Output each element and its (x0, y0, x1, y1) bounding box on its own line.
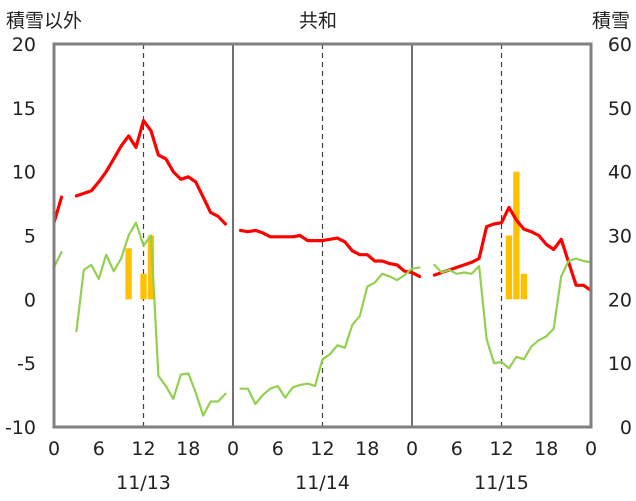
plot-border (52, 42, 593, 429)
temperature-line (52, 119, 593, 292)
x-tick-label-10: 6 (451, 438, 463, 460)
x-tick-label-12: 18 (534, 438, 558, 460)
date-label-3: 11/15 (474, 472, 529, 494)
date-label-1: 11/13 (116, 472, 171, 494)
precipitation-bar-3 (147, 235, 155, 300)
grid-lines (142, 44, 503, 427)
y-right-tick-label-6: 10 (608, 353, 632, 375)
x-tick-label-8: 18 (355, 438, 379, 460)
y-left-tick-label-6: -5 (17, 353, 36, 375)
y-right-axis-title: 積雪 (592, 10, 630, 32)
precipitation-bar-5 (513, 171, 520, 300)
date-label-2: 11/14 (295, 472, 350, 494)
plot-frame (52, 42, 593, 429)
y-right-tick-label-2: 50 (608, 98, 632, 120)
precipitation-bar-6 (520, 273, 528, 300)
y-right-tick-label-4: 30 (608, 226, 632, 248)
x-tick-label-5: 0 (227, 438, 239, 460)
precipitation-bars (125, 171, 528, 300)
x-tick-label-11: 12 (489, 438, 513, 460)
x-tick-label-7: 12 (310, 438, 334, 460)
chart-title: 共和 (299, 10, 337, 32)
y-left-tick-label-7: -10 (5, 417, 36, 439)
precipitation-bar-1 (125, 248, 132, 300)
y-left-tick-label-4: 5 (24, 226, 36, 248)
x-tick-label-9: 0 (406, 438, 418, 460)
x-tick-label-3: 12 (131, 438, 155, 460)
x-tick-label-2: 6 (93, 438, 105, 460)
dewpoint-line (52, 221, 593, 417)
y-left-tick-label-3: 10 (12, 162, 36, 184)
x-tick-label-1: 0 (48, 438, 60, 460)
y-left-tick-label-5: 0 (24, 289, 36, 311)
x-tick-label-4: 18 (176, 438, 200, 460)
y-right-tick-label-5: 20 (608, 289, 632, 311)
y-right-tick-label-1: 60 (608, 34, 632, 56)
x-tick-label-13: 0 (585, 438, 597, 460)
x-tick-label-6: 6 (272, 438, 284, 460)
precipitation-bar-4 (505, 235, 513, 300)
y-right-tick-label-7: 0 (620, 417, 632, 439)
y-left-axis-title: 積雪以外 (6, 10, 82, 32)
y-left-tick-label-2: 15 (12, 98, 36, 120)
y-left-tick-label-1: 20 (12, 34, 36, 56)
precipitation-bar-2 (140, 273, 147, 300)
y-right-tick-label-3: 40 (608, 162, 632, 184)
